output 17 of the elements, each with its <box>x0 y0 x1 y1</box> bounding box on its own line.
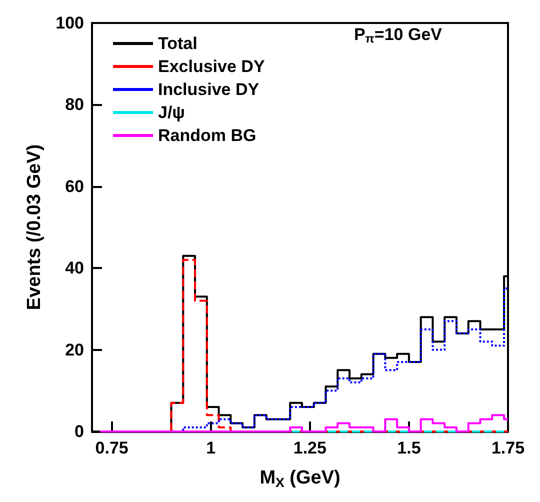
x-tick-label: 1.75 <box>491 438 525 458</box>
legend-label: Total <box>158 34 198 53</box>
y-tick-label: 60 <box>65 176 84 196</box>
y-tick-label: 20 <box>65 340 84 360</box>
legend-label: Inclusive DY <box>158 80 260 99</box>
legend-label: J/ψ <box>158 103 185 122</box>
y-tick-label: 100 <box>56 14 84 32</box>
y-axis-title: Events (/0.03 GeV) <box>24 144 45 310</box>
x-tick-label: 1.25 <box>293 438 326 458</box>
legend-label: Exclusive DY <box>158 57 266 76</box>
x-tick-label: 1 <box>206 438 216 458</box>
y-tick-label: 40 <box>65 258 84 278</box>
x-tick-label: 0.75 <box>95 438 128 458</box>
legend-label: Random BG <box>158 126 256 145</box>
y-tick-label: 0 <box>74 422 84 441</box>
x-tick-label: 1.5 <box>397 438 421 458</box>
y-tick-label: 80 <box>65 95 84 114</box>
